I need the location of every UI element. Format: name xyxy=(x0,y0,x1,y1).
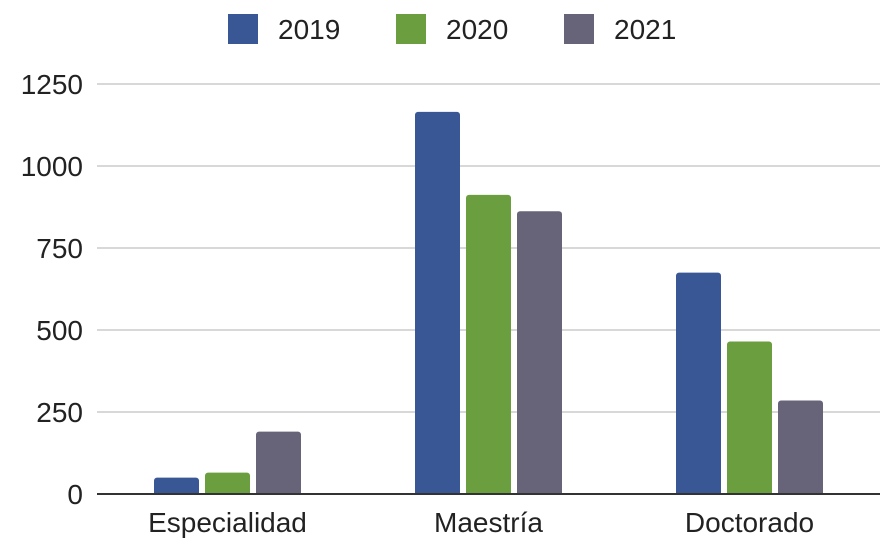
bar-base xyxy=(778,490,823,494)
legend: 2019 2020 2021 xyxy=(228,14,676,45)
axes: 0 250 500 750 1000 1250 Especialidad Maestría Do… xyxy=(21,69,880,538)
y-tick-label: 250 xyxy=(36,397,83,428)
legend-label: 2020 xyxy=(446,14,508,45)
bar-base xyxy=(154,490,199,494)
x-tick-label: Maestría xyxy=(434,507,543,538)
y-tick-label: 1250 xyxy=(21,69,83,100)
bar-base xyxy=(466,490,511,494)
bar-base xyxy=(727,490,772,494)
bar-base xyxy=(256,490,301,494)
y-tick-label: 750 xyxy=(36,233,83,264)
bar-2021-2 xyxy=(778,400,823,494)
legend-swatch-2021 xyxy=(564,14,594,44)
bar-2020-1 xyxy=(466,194,511,494)
bar-base xyxy=(676,490,721,494)
x-tick-label: Doctorado xyxy=(685,507,814,538)
bar-2021-0 xyxy=(256,431,301,494)
legend-swatch-2020 xyxy=(396,14,426,44)
bar-2020-2 xyxy=(727,341,772,494)
bar-base xyxy=(415,490,460,494)
bar-2020-0 xyxy=(205,472,250,494)
bar-base xyxy=(517,490,562,494)
bar-2021-1 xyxy=(517,211,562,494)
legend-label: 2019 xyxy=(278,14,340,45)
x-tick-label: Especialidad xyxy=(148,507,307,538)
y-tick-label: 1000 xyxy=(21,151,83,182)
bar-base xyxy=(205,490,250,494)
legend-label: 2021 xyxy=(614,14,676,45)
bar-2019-0 xyxy=(154,477,199,494)
y-tick-label: 0 xyxy=(67,479,83,510)
legend-swatch-2019 xyxy=(228,14,258,44)
bar-2019-1 xyxy=(415,111,460,494)
bar-2019-2 xyxy=(676,272,721,494)
bars xyxy=(154,111,823,494)
y-tick-label: 500 xyxy=(36,315,83,346)
